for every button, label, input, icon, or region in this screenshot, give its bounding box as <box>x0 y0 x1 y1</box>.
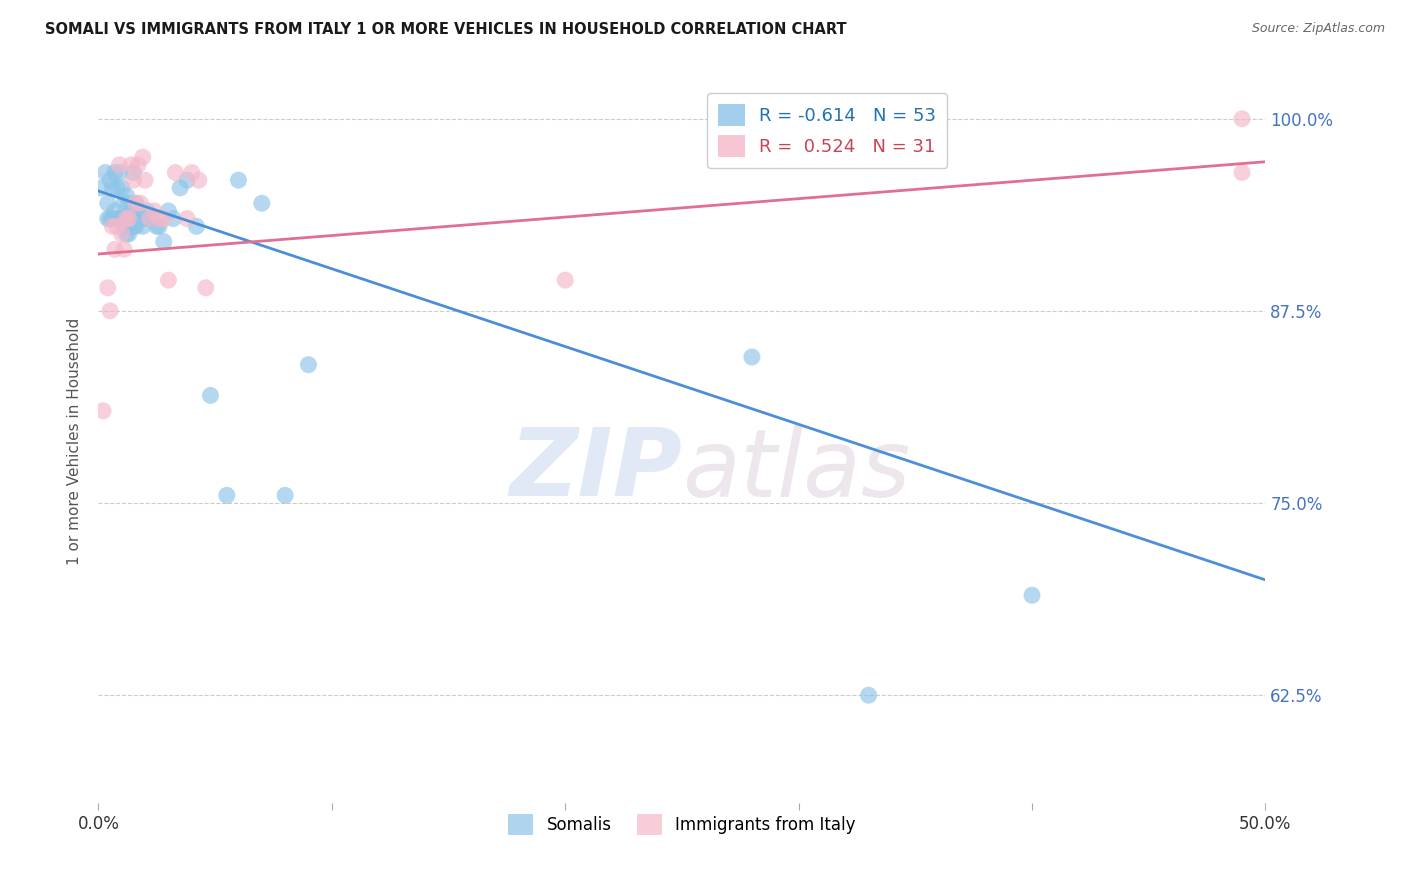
Point <box>111 227 134 241</box>
Text: atlas: atlas <box>682 425 910 516</box>
Point <box>274 488 297 502</box>
Point <box>125 196 148 211</box>
Point <box>104 203 127 218</box>
Point <box>127 158 149 172</box>
Point <box>1230 112 1253 126</box>
Point <box>139 211 162 226</box>
Text: Source: ZipAtlas.com: Source: ZipAtlas.com <box>1251 22 1385 36</box>
Point <box>120 158 142 172</box>
Point <box>108 165 131 179</box>
Point <box>180 165 202 179</box>
Point <box>143 203 166 218</box>
Point <box>148 211 170 226</box>
Point <box>858 688 880 702</box>
Point <box>250 196 273 211</box>
Point <box>101 211 124 226</box>
Point <box>105 181 128 195</box>
Point <box>200 388 222 402</box>
Point <box>122 219 145 234</box>
Point <box>104 165 127 179</box>
Point <box>97 281 120 295</box>
Point <box>169 181 191 195</box>
Point <box>97 211 120 226</box>
Point <box>187 173 209 187</box>
Y-axis label: 1 or more Vehicles in Household: 1 or more Vehicles in Household <box>66 318 82 566</box>
Point <box>125 219 148 234</box>
Point <box>120 203 142 218</box>
Point <box>115 188 138 202</box>
Point <box>118 227 141 241</box>
Point <box>98 211 121 226</box>
Point <box>146 219 169 234</box>
Point <box>141 211 163 226</box>
Point <box>97 196 120 211</box>
Point <box>120 219 142 234</box>
Point <box>228 173 250 187</box>
Point <box>94 165 117 179</box>
Text: ZIP: ZIP <box>509 425 682 516</box>
Point <box>162 211 184 226</box>
Point <box>101 219 124 234</box>
Point <box>101 181 124 195</box>
Point <box>176 211 198 226</box>
Point <box>132 219 155 234</box>
Point <box>115 227 138 241</box>
Point <box>105 211 128 226</box>
Point <box>176 173 198 187</box>
Point <box>157 203 180 218</box>
Point <box>108 158 131 172</box>
Point <box>136 203 159 218</box>
Point <box>129 211 152 226</box>
Text: SOMALI VS IMMIGRANTS FROM ITALY 1 OR MORE VEHICLES IN HOUSEHOLD CORRELATION CHAR: SOMALI VS IMMIGRANTS FROM ITALY 1 OR MOR… <box>45 22 846 37</box>
Point <box>125 196 148 211</box>
Point <box>297 358 319 372</box>
Point <box>194 281 217 295</box>
Point <box>157 273 180 287</box>
Point <box>165 165 187 179</box>
Point <box>134 211 156 226</box>
Point <box>152 211 174 226</box>
Point <box>122 165 145 179</box>
Point <box>741 350 763 364</box>
Point <box>129 211 152 226</box>
Point <box>148 219 170 234</box>
Point <box>98 304 121 318</box>
Point <box>139 211 162 226</box>
Point <box>90 181 112 195</box>
Point <box>118 196 141 211</box>
Point <box>112 219 135 234</box>
Point <box>112 196 135 211</box>
Point <box>122 173 145 187</box>
Legend: Somalis, Immigrants from Italy: Somalis, Immigrants from Italy <box>502 808 862 841</box>
Point <box>91 404 114 418</box>
Point <box>186 219 208 234</box>
Point <box>118 211 141 226</box>
Point <box>98 173 121 187</box>
Point <box>111 181 134 195</box>
Point <box>1021 588 1043 602</box>
Point <box>132 150 155 164</box>
Point <box>104 243 127 257</box>
Point <box>215 488 238 502</box>
Point <box>1230 165 1253 179</box>
Point <box>115 211 138 226</box>
Point <box>112 243 135 257</box>
Point <box>129 196 152 211</box>
Point <box>105 219 128 234</box>
Point <box>108 211 131 226</box>
Point <box>127 203 149 218</box>
Point <box>134 173 156 187</box>
Point <box>111 211 134 226</box>
Point <box>152 235 174 249</box>
Point <box>554 273 576 287</box>
